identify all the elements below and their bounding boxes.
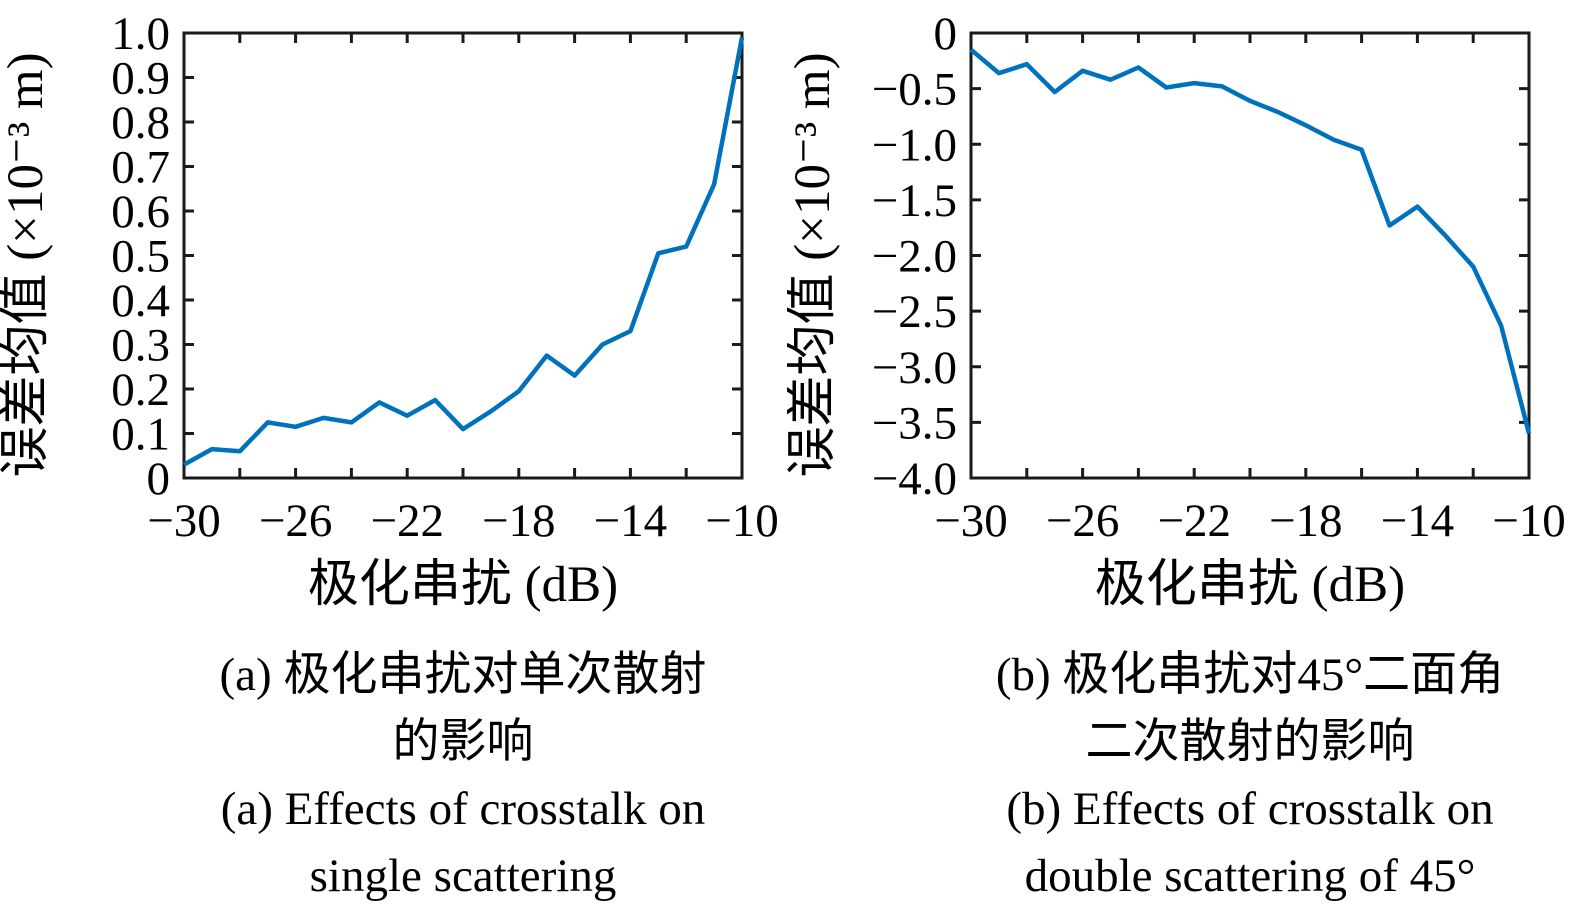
y-tick-label: 1.0 bbox=[111, 8, 170, 60]
data-line bbox=[182, 36, 745, 467]
panel-b: −30 −26 −22 −18 −14 −10 −4.0 −3.5 −3.0 −2.5 −2.0 −1… bbox=[787, 0, 1574, 914]
caption-b-zh-line1: (b) 极化串扰对45°二面角 bbox=[995, 649, 1505, 701]
data-line bbox=[969, 47, 1532, 435]
chart-b-canvas: −30 −26 −22 −18 −14 −10−4.0−3.5−3.0−2.5−2.0−1… bbox=[787, 8, 1566, 613]
y-tick-label: −1.0 bbox=[872, 119, 957, 171]
x-tick-label: −22 bbox=[370, 495, 444, 547]
y-tick-label: 0.8 bbox=[111, 97, 170, 149]
plot-border bbox=[182, 31, 744, 480]
y-tick-label: 0.9 bbox=[111, 53, 170, 105]
y-axis-label: 误差均值 (×10⁻³ m) bbox=[0, 52, 54, 477]
x-tick-label: −18 bbox=[482, 495, 556, 547]
y-tick-label: −3.5 bbox=[872, 397, 957, 449]
x-tick-label: −10 bbox=[1492, 495, 1566, 547]
caption-a-en-line1: (a) Effects of crosstalk on bbox=[220, 783, 706, 835]
x-tick-label: −30 bbox=[147, 495, 221, 547]
y-tick-label: 0.3 bbox=[111, 320, 170, 372]
caption-b-en-line1: (b) Effects of crosstalk on bbox=[1006, 783, 1494, 835]
y-tick-label: 0.4 bbox=[111, 275, 170, 327]
caption-b: (b) 极化串扰对45°二面角 二次散射的影响 (b) Effects of c… bbox=[971, 642, 1529, 910]
x-tick-label: −26 bbox=[1046, 495, 1120, 547]
y-tick-label: 0 bbox=[934, 8, 958, 60]
y-tick-label: 0.7 bbox=[111, 142, 170, 194]
y-tick-label: 0 bbox=[147, 453, 171, 505]
y-tick-label: −1.5 bbox=[872, 175, 957, 227]
x-axis-label: 极化串扰 (dB) bbox=[308, 557, 618, 613]
y-tick-label: 0.5 bbox=[111, 231, 170, 283]
x-tick-label: −14 bbox=[594, 495, 668, 547]
plot-border bbox=[969, 31, 1531, 480]
y-tick-label: −0.5 bbox=[872, 64, 957, 116]
x-tick-label: −22 bbox=[1157, 495, 1231, 547]
x-axis-label: 极化串扰 (dB) bbox=[1095, 557, 1405, 613]
x-tick-label: −10 bbox=[705, 495, 779, 547]
y-axis-label: 误差均值 (×10⁻³ m) bbox=[787, 52, 841, 477]
caption-a-zh-line1: (a) 极化串扰对单次散射 bbox=[219, 649, 707, 701]
x-tick-label: −14 bbox=[1381, 495, 1455, 547]
caption-b-en-line2: double scattering of 45° bbox=[1024, 850, 1476, 902]
y-tick-label: −2.5 bbox=[872, 286, 957, 338]
y-tick-label: 0.1 bbox=[111, 409, 170, 461]
caption-b-zh-line2: 二次散射的影响 bbox=[1085, 716, 1415, 768]
caption-a: (a) 极化串扰对单次散射 的影响 (a) Effects of crossta… bbox=[184, 642, 742, 910]
y-tick-label: −2.0 bbox=[872, 231, 957, 283]
y-tick-label: 0.2 bbox=[111, 364, 170, 416]
y-tick-label: 0.6 bbox=[111, 186, 170, 238]
x-tick-label: −30 bbox=[934, 495, 1008, 547]
chart-a-canvas: −30 −26 −22 −18 −14 −10 00.10.20.30.40.50.60.7… bbox=[0, 8, 779, 613]
panel-a: −30 −26 −22 −18 −14 −10 0 0.1 0.2 0.3 0.4 0.5 0.6 0.7… bbox=[0, 0, 787, 914]
x-tick-label: −26 bbox=[259, 495, 333, 547]
caption-a-en-line2: single scattering bbox=[309, 850, 617, 902]
y-tick-label: −3.0 bbox=[872, 342, 957, 394]
caption-a-zh-line2: 的影响 bbox=[392, 716, 534, 768]
y-tick-label: −4.0 bbox=[872, 453, 957, 505]
x-tick-label: −18 bbox=[1269, 495, 1343, 547]
